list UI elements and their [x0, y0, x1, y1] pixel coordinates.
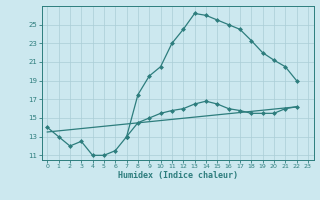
X-axis label: Humidex (Indice chaleur): Humidex (Indice chaleur)	[118, 171, 237, 180]
